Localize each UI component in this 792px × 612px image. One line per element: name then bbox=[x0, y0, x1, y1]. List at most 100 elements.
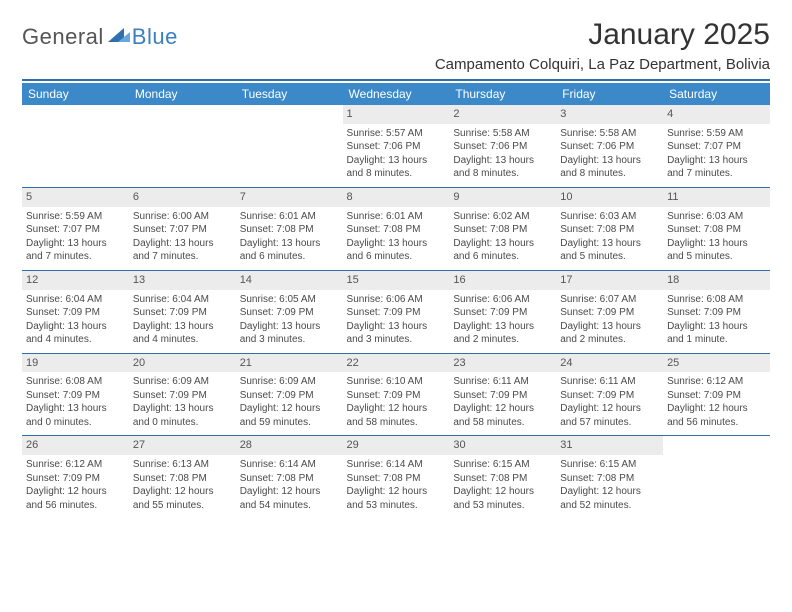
sunset-text: Sunset: 7:09 PM bbox=[667, 306, 766, 320]
calendar-cell: 1Sunrise: 5:57 AMSunset: 7:06 PMDaylight… bbox=[343, 105, 450, 187]
weekday-header: Sunday bbox=[22, 83, 129, 105]
day-number: 9 bbox=[449, 188, 556, 207]
sunset-text: Sunset: 7:08 PM bbox=[560, 223, 659, 237]
daylight-text: Daylight: 13 hours and 6 minutes. bbox=[347, 237, 446, 264]
sunrise-text: Sunrise: 5:57 AM bbox=[347, 127, 446, 141]
sunrise-text: Sunrise: 6:01 AM bbox=[240, 210, 339, 224]
calendar-cell: 2Sunrise: 5:58 AMSunset: 7:06 PMDaylight… bbox=[449, 105, 556, 187]
sunset-text: Sunset: 7:08 PM bbox=[240, 223, 339, 237]
daylight-text: Daylight: 13 hours and 3 minutes. bbox=[240, 320, 339, 347]
day-number: 28 bbox=[236, 436, 343, 455]
day-number: 25 bbox=[663, 354, 770, 373]
header-rule bbox=[22, 79, 770, 81]
sunset-text: Sunset: 7:06 PM bbox=[560, 140, 659, 154]
sunset-text: Sunset: 7:08 PM bbox=[133, 472, 232, 486]
sunrise-text: Sunrise: 6:04 AM bbox=[26, 293, 125, 307]
sunrise-text: Sunrise: 6:08 AM bbox=[26, 375, 125, 389]
day-number: 5 bbox=[22, 188, 129, 207]
calendar-cell: 3Sunrise: 5:58 AMSunset: 7:06 PMDaylight… bbox=[556, 105, 663, 187]
sunset-text: Sunset: 7:08 PM bbox=[667, 223, 766, 237]
sunset-text: Sunset: 7:07 PM bbox=[26, 223, 125, 237]
day-number: 10 bbox=[556, 188, 663, 207]
sunrise-text: Sunrise: 6:02 AM bbox=[453, 210, 552, 224]
daylight-text: Daylight: 12 hours and 57 minutes. bbox=[560, 402, 659, 429]
daylight-text: Daylight: 13 hours and 6 minutes. bbox=[453, 237, 552, 264]
calendar-cell: 21Sunrise: 6:09 AMSunset: 7:09 PMDayligh… bbox=[236, 353, 343, 436]
calendar-head: Sunday Monday Tuesday Wednesday Thursday… bbox=[22, 83, 770, 105]
brand-logo: General Blue bbox=[22, 18, 178, 50]
day-number: 17 bbox=[556, 271, 663, 290]
daylight-text: Daylight: 13 hours and 1 minute. bbox=[667, 320, 766, 347]
sunrise-text: Sunrise: 6:14 AM bbox=[240, 458, 339, 472]
daylight-text: Daylight: 13 hours and 5 minutes. bbox=[667, 237, 766, 264]
daylight-text: Daylight: 13 hours and 8 minutes. bbox=[347, 154, 446, 181]
daylight-text: Daylight: 13 hours and 4 minutes. bbox=[26, 320, 125, 347]
sunset-text: Sunset: 7:07 PM bbox=[133, 223, 232, 237]
sunset-text: Sunset: 7:08 PM bbox=[453, 472, 552, 486]
day-number: 27 bbox=[129, 436, 236, 455]
daylight-text: Daylight: 12 hours and 53 minutes. bbox=[453, 485, 552, 512]
sunrise-text: Sunrise: 6:00 AM bbox=[133, 210, 232, 224]
sunset-text: Sunset: 7:08 PM bbox=[347, 223, 446, 237]
sunrise-text: Sunrise: 6:01 AM bbox=[347, 210, 446, 224]
calendar-cell: 22Sunrise: 6:10 AMSunset: 7:09 PMDayligh… bbox=[343, 353, 450, 436]
calendar-cell: 26Sunrise: 6:12 AMSunset: 7:09 PMDayligh… bbox=[22, 436, 129, 518]
sunrise-text: Sunrise: 6:13 AM bbox=[133, 458, 232, 472]
calendar-cell: 19Sunrise: 6:08 AMSunset: 7:09 PMDayligh… bbox=[22, 353, 129, 436]
calendar-cell: 16Sunrise: 6:06 AMSunset: 7:09 PMDayligh… bbox=[449, 270, 556, 353]
calendar-cell bbox=[236, 105, 343, 187]
weekday-header: Saturday bbox=[663, 83, 770, 105]
calendar-row: 12Sunrise: 6:04 AMSunset: 7:09 PMDayligh… bbox=[22, 270, 770, 353]
daylight-text: Daylight: 12 hours and 52 minutes. bbox=[560, 485, 659, 512]
calendar-row: 5Sunrise: 5:59 AMSunset: 7:07 PMDaylight… bbox=[22, 187, 770, 270]
day-number: 8 bbox=[343, 188, 450, 207]
calendar-cell: 10Sunrise: 6:03 AMSunset: 7:08 PMDayligh… bbox=[556, 187, 663, 270]
calendar-cell: 20Sunrise: 6:09 AMSunset: 7:09 PMDayligh… bbox=[129, 353, 236, 436]
day-number: 7 bbox=[236, 188, 343, 207]
sunset-text: Sunset: 7:08 PM bbox=[453, 223, 552, 237]
sunset-text: Sunset: 7:09 PM bbox=[240, 389, 339, 403]
sunrise-text: Sunrise: 5:58 AM bbox=[453, 127, 552, 141]
day-number: 22 bbox=[343, 354, 450, 373]
sunrise-text: Sunrise: 6:12 AM bbox=[667, 375, 766, 389]
sunset-text: Sunset: 7:09 PM bbox=[133, 389, 232, 403]
sunrise-text: Sunrise: 6:15 AM bbox=[453, 458, 552, 472]
sunrise-text: Sunrise: 6:04 AM bbox=[133, 293, 232, 307]
sunset-text: Sunset: 7:09 PM bbox=[667, 389, 766, 403]
calendar-row: 1Sunrise: 5:57 AMSunset: 7:06 PMDaylight… bbox=[22, 105, 770, 187]
brand-general: General bbox=[22, 24, 104, 50]
daylight-text: Daylight: 13 hours and 8 minutes. bbox=[453, 154, 552, 181]
calendar-cell: 18Sunrise: 6:08 AMSunset: 7:09 PMDayligh… bbox=[663, 270, 770, 353]
sunrise-text: Sunrise: 6:06 AM bbox=[453, 293, 552, 307]
sunset-text: Sunset: 7:08 PM bbox=[240, 472, 339, 486]
day-number: 19 bbox=[22, 354, 129, 373]
calendar-cell: 8 Sunrise: 6:01 AMSunset: 7:08 PMDaylight… bbox=[343, 187, 450, 270]
calendar-cell: 15Sunrise: 6:06 AMSunset: 7:09 PMDayligh… bbox=[343, 270, 450, 353]
calendar-cell: 24Sunrise: 6:11 AMSunset: 7:09 PMDayligh… bbox=[556, 353, 663, 436]
page-title: January 2025 bbox=[435, 18, 770, 52]
sunrise-text: Sunrise: 6:10 AM bbox=[347, 375, 446, 389]
calendar-cell: 12Sunrise: 6:04 AMSunset: 7:09 PMDayligh… bbox=[22, 270, 129, 353]
day-number: 13 bbox=[129, 271, 236, 290]
sunset-text: Sunset: 7:06 PM bbox=[453, 140, 552, 154]
sunrise-text: Sunrise: 6:14 AM bbox=[347, 458, 446, 472]
sunset-text: Sunset: 7:09 PM bbox=[347, 389, 446, 403]
day-number: 6 bbox=[129, 188, 236, 207]
daylight-text: Daylight: 13 hours and 5 minutes. bbox=[560, 237, 659, 264]
daylight-text: Daylight: 12 hours and 56 minutes. bbox=[26, 485, 125, 512]
sunrise-text: Sunrise: 6:09 AM bbox=[133, 375, 232, 389]
sunrise-text: Sunrise: 6:15 AM bbox=[560, 458, 659, 472]
daylight-text: Daylight: 13 hours and 7 minutes. bbox=[667, 154, 766, 181]
sunset-text: Sunset: 7:09 PM bbox=[347, 306, 446, 320]
weekday-header: Thursday bbox=[449, 83, 556, 105]
calendar-cell: 25Sunrise: 6:12 AMSunset: 7:09 PMDayligh… bbox=[663, 353, 770, 436]
calendar-cell: 14Sunrise: 6:05 AMSunset: 7:09 PMDayligh… bbox=[236, 270, 343, 353]
sunset-text: Sunset: 7:09 PM bbox=[240, 306, 339, 320]
day-number: 11 bbox=[663, 188, 770, 207]
calendar-cell bbox=[663, 436, 770, 518]
daylight-text: Daylight: 13 hours and 3 minutes. bbox=[347, 320, 446, 347]
calendar-cell: 11Sunrise: 6:03 AMSunset: 7:08 PMDayligh… bbox=[663, 187, 770, 270]
day-number: 21 bbox=[236, 354, 343, 373]
title-block: January 2025 Campamento Colquiri, La Paz… bbox=[435, 18, 770, 73]
daylight-text: Daylight: 13 hours and 7 minutes. bbox=[26, 237, 125, 264]
